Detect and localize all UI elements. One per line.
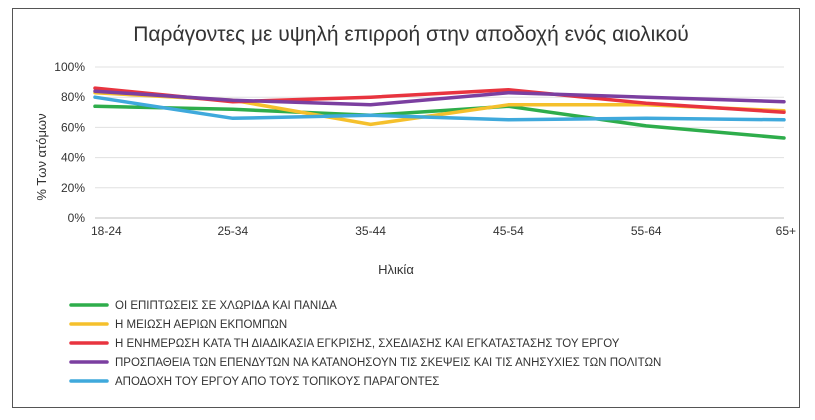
legend: ΟΙ ΕΠΙΠΤΩΣΕΙΣ ΣΕ ΧΛΩΡΙΔΑ ΚΑΙ ΠΑΝΙΔΑ Η ΜΕΙ… — [69, 300, 661, 388]
legend-label-2: Η ΜΕΙΩΣΗ ΑΕΡΙΩΝ ΕΚΠΟΜΠΩΝ — [115, 319, 287, 331]
x-tick-labels: 18-24 25-34 35-44 45-54 55-64 65+ — [91, 224, 796, 238]
x-tick-label: 65+ — [776, 224, 796, 238]
y-tick-label: 80% — [61, 90, 85, 104]
x-tick-label: 45-54 — [493, 224, 524, 238]
y-tick-label: 0% — [68, 211, 86, 225]
legend-label-1: ΟΙ ΕΠΙΠΤΩΣΕΙΣ ΣΕ ΧΛΩΡΙΔΑ ΚΑΙ ΠΑΝΙΔΑ — [115, 300, 337, 312]
legend-label-4: ΠΡΟΣΠΑΘΕΙΑ ΤΩΝ ΕΠΕΝΔΥΤΩΝ ΝΑ ΚΑΤΑΝΟΗΣΟΥΝ … — [115, 357, 661, 369]
x-tick-label: 55-64 — [631, 224, 662, 238]
y-tick-label: 40% — [61, 151, 85, 165]
y-tick-label: 20% — [61, 181, 85, 195]
y-tick-label: 60% — [61, 120, 85, 134]
legend-label-5: ΑΠΟΔΟΧΗ ΤΟΥ ΕΡΓΟΥ ΑΠΟ ΤΟΥΣ ΤΟΠΙΚΟΥΣ ΠΑΡΑ… — [115, 376, 439, 388]
series-line-5 — [93, 95, 786, 122]
x-tick-label: 25-34 — [217, 224, 248, 238]
series-line-4 — [93, 89, 786, 107]
chart-title: Παράγοντες με υψηλή επιρροή στην αποδοχή… — [133, 23, 689, 46]
x-axis-title: Ηλικία — [378, 262, 414, 277]
series-lines — [93, 86, 786, 140]
grid-lines — [95, 66, 784, 219]
legend-label-3: Η ΕΝΗΜΕΡΩΣΗ ΚΑΤΑ ΤΗ ΔΙΑΔΙΚΑΣΙΑ ΕΓΚΡΙΣΗΣ,… — [115, 338, 620, 350]
x-tick-label: 18-24 — [91, 224, 122, 238]
chart-canvas: Παράγοντες με υψηλή επιρροή στην αποδοχή… — [34, 23, 796, 388]
y-tick-label: 100% — [54, 60, 85, 74]
x-tick-label: 35-44 — [355, 224, 386, 238]
y-axis-title: % Των ατόμων — [34, 113, 49, 200]
series-line-1 — [93, 104, 786, 140]
chart-frame: Παράγοντες με υψηλή επιρροή στην αποδοχή… — [12, 8, 800, 408]
y-tick-labels: 0% 20% 40% 60% 80% 100% — [54, 60, 85, 225]
